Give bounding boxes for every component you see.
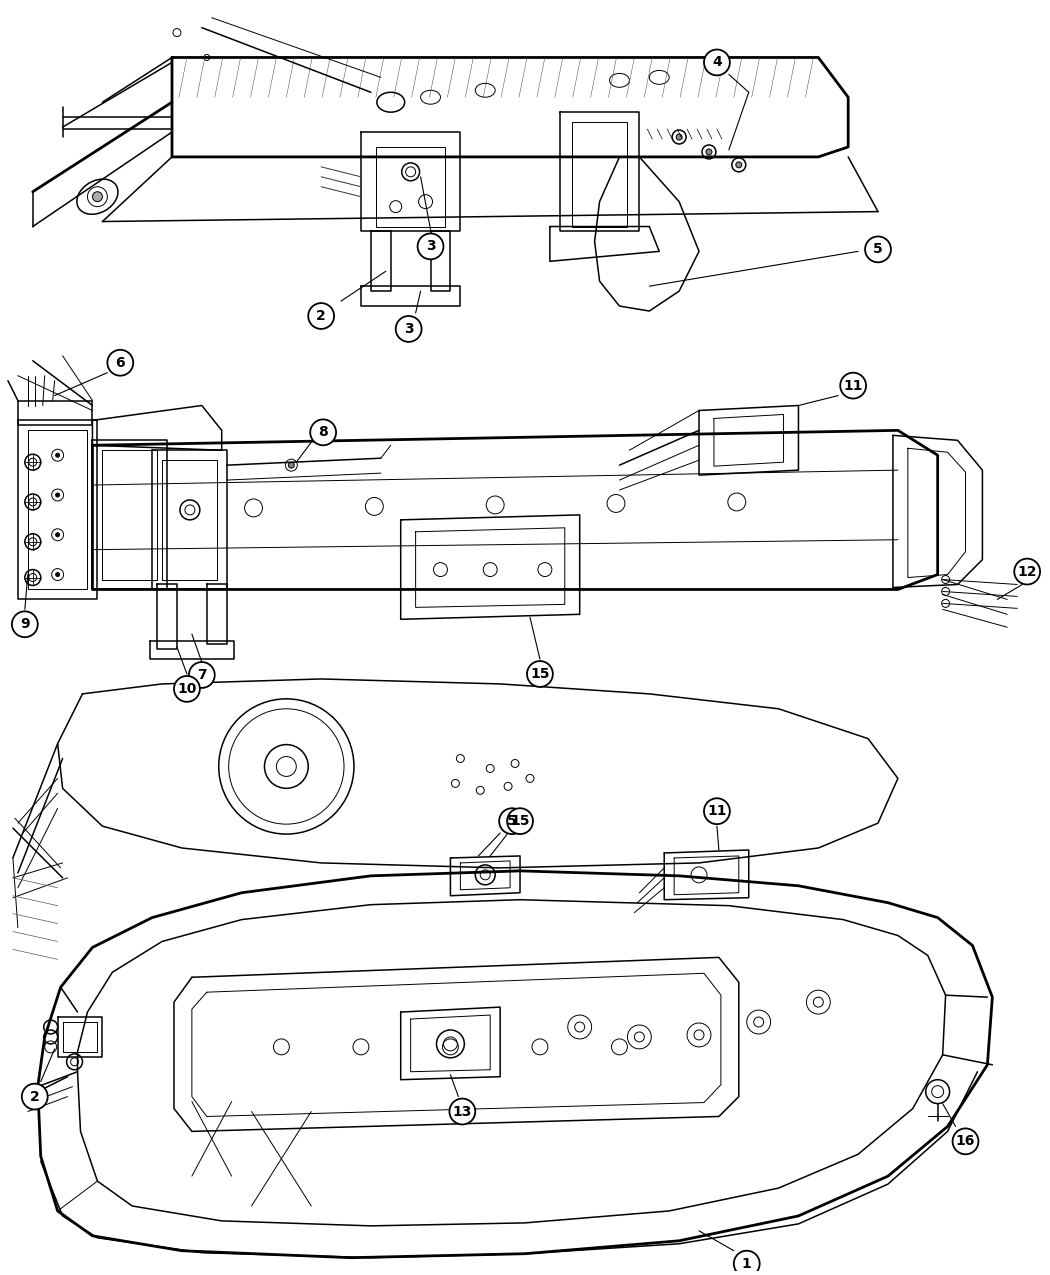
Text: 12: 12 bbox=[1017, 565, 1037, 579]
Text: 7: 7 bbox=[197, 668, 207, 682]
Circle shape bbox=[56, 493, 60, 497]
Text: 4: 4 bbox=[712, 55, 721, 69]
Circle shape bbox=[310, 419, 336, 445]
Text: 3: 3 bbox=[425, 240, 436, 254]
Text: 15: 15 bbox=[510, 815, 530, 829]
Circle shape bbox=[56, 453, 60, 458]
Circle shape bbox=[499, 808, 525, 834]
Circle shape bbox=[449, 1099, 476, 1125]
Text: 9: 9 bbox=[20, 617, 29, 631]
Circle shape bbox=[56, 533, 60, 537]
Circle shape bbox=[174, 676, 200, 701]
Circle shape bbox=[704, 798, 730, 824]
Circle shape bbox=[734, 1251, 759, 1275]
Text: 11: 11 bbox=[843, 379, 863, 393]
Text: 5: 5 bbox=[507, 815, 517, 829]
Circle shape bbox=[736, 162, 741, 168]
Text: 3: 3 bbox=[404, 321, 414, 335]
Circle shape bbox=[289, 462, 294, 468]
Circle shape bbox=[704, 50, 730, 75]
Circle shape bbox=[22, 1084, 47, 1109]
Text: 6: 6 bbox=[116, 356, 125, 370]
Circle shape bbox=[12, 611, 38, 638]
Circle shape bbox=[706, 149, 712, 156]
Text: 2: 2 bbox=[29, 1090, 40, 1104]
Circle shape bbox=[1014, 558, 1041, 584]
Circle shape bbox=[396, 316, 422, 342]
Circle shape bbox=[107, 349, 133, 376]
Text: 16: 16 bbox=[956, 1135, 975, 1149]
Circle shape bbox=[865, 236, 891, 263]
Circle shape bbox=[676, 134, 682, 140]
Circle shape bbox=[189, 662, 215, 688]
Circle shape bbox=[952, 1128, 979, 1154]
Text: 13: 13 bbox=[453, 1104, 472, 1118]
Circle shape bbox=[92, 191, 103, 201]
Text: 8: 8 bbox=[318, 426, 328, 440]
Circle shape bbox=[309, 303, 334, 329]
Circle shape bbox=[527, 660, 553, 687]
Circle shape bbox=[418, 233, 443, 259]
Text: 10: 10 bbox=[177, 682, 196, 696]
Circle shape bbox=[507, 808, 533, 834]
Circle shape bbox=[840, 372, 866, 399]
Circle shape bbox=[56, 572, 60, 576]
Text: 1: 1 bbox=[742, 1257, 752, 1271]
Text: 11: 11 bbox=[707, 805, 727, 819]
Text: 15: 15 bbox=[530, 667, 549, 681]
Text: 2: 2 bbox=[316, 309, 327, 323]
Text: 5: 5 bbox=[874, 242, 883, 256]
